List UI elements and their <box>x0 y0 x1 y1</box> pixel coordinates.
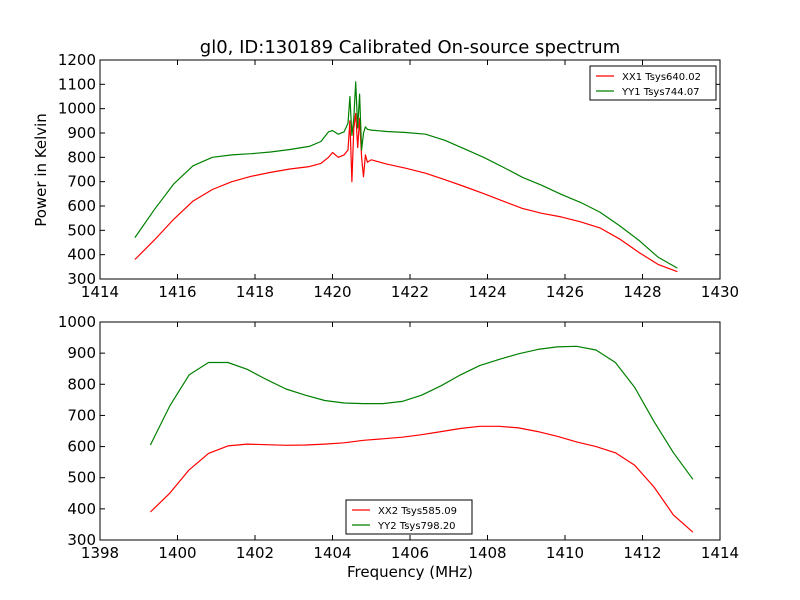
top-chart-legend: XX1 Tsys640.02 YY1 Tsys744.07 <box>589 65 717 101</box>
x-tick-label: 1408 <box>468 544 506 562</box>
y-tick-label: 1100 <box>58 75 96 93</box>
x-tick-label: 1426 <box>546 283 584 301</box>
x-tick-label: 1424 <box>468 283 506 301</box>
x-tick-label: 1414 <box>701 544 739 562</box>
top-chart-ylabel: Power in Kelvin <box>32 113 50 227</box>
x-tick-label: 1398 <box>81 544 119 562</box>
y-tick-label: 800 <box>67 375 96 393</box>
y-tick-label: 1000 <box>58 100 96 118</box>
legend-label: XX2 Tsys585.09 <box>378 506 457 517</box>
y-tick-label: 1000 <box>58 313 96 331</box>
y-tick-label: 500 <box>67 221 96 239</box>
x-tick-label: 1430 <box>701 283 739 301</box>
x-tick-label: 1410 <box>546 544 584 562</box>
y-tick-label: 600 <box>67 197 96 215</box>
x-tick-label: 1412 <box>623 544 661 562</box>
x-tick-label: 1404 <box>313 544 351 562</box>
x-tick-label: 1414 <box>81 283 119 301</box>
x-tick-label: 1416 <box>158 283 196 301</box>
legend-label: XX1 Tsys640.02 <box>622 72 701 83</box>
legend-label: YY2 Tsys798.20 <box>377 521 456 532</box>
y-tick-label: 900 <box>67 344 96 362</box>
y-tick-label: 600 <box>67 438 96 456</box>
series-line-xx1 <box>134 112 678 273</box>
y-tick-label: 300 <box>67 270 96 288</box>
x-tick-label: 1418 <box>236 283 274 301</box>
y-tick-label: 400 <box>67 246 96 264</box>
y-tick-label: 300 <box>67 531 96 549</box>
legend-label: YY1 Tsys744.07 <box>621 87 700 98</box>
bottom-chart: Frequency (MHz) 1398 1400 1402 1404 1406 1408… <box>58 313 739 581</box>
x-tick-label: 1400 <box>158 544 196 562</box>
y-tick-label: 800 <box>67 148 96 166</box>
y-tick-label: 700 <box>67 406 96 424</box>
bottom-chart-legend: XX2 Tsys585.09 YY2 Tsys798.20 <box>345 499 473 535</box>
y-tick-label: 900 <box>67 124 96 142</box>
legend-box <box>345 499 473 535</box>
x-tick-label: 1406 <box>391 544 429 562</box>
x-tick-label: 1422 <box>391 283 429 301</box>
x-tick-label: 1402 <box>236 544 274 562</box>
x-tick-label: 1428 <box>623 283 661 301</box>
y-tick-label: 1200 <box>58 51 96 69</box>
series-line-xx2 <box>149 425 694 533</box>
y-tick-label: 700 <box>67 173 96 191</box>
top-chart: gl0, ID:130189 Calibrated On-source spec… <box>32 37 739 301</box>
y-tick-label: 500 <box>67 469 96 487</box>
series-line-yy1 <box>134 81 678 269</box>
y-tick-label: 400 <box>67 500 96 518</box>
x-tick-label: 1420 <box>313 283 351 301</box>
bottom-chart-xlabel: Frequency (MHz) <box>347 563 473 581</box>
series-line-yy2 <box>149 345 694 480</box>
legend-box <box>589 65 717 101</box>
top-chart-title: gl0, ID:130189 Calibrated On-source spec… <box>200 37 620 58</box>
